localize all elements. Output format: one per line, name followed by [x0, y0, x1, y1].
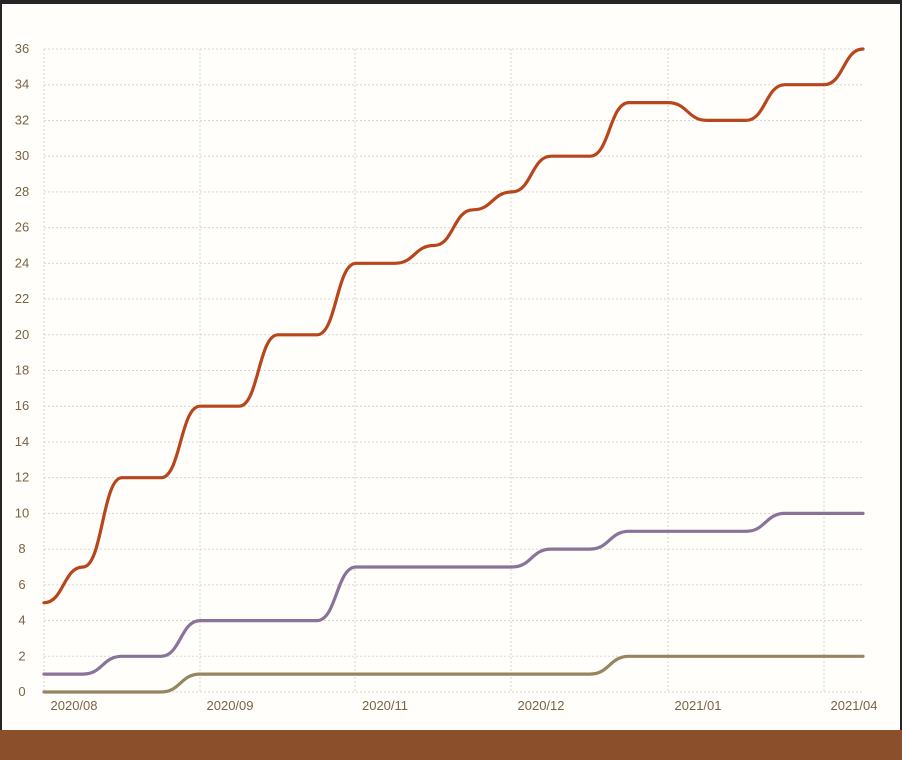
y-tick-label: 16	[15, 398, 29, 413]
x-tick-label: 2020/09	[207, 698, 254, 713]
y-tick-label: 36	[15, 41, 29, 56]
series-line-3	[42, 654, 865, 694]
y-tick-label: 34	[15, 77, 29, 92]
y-tick-label: 14	[15, 434, 29, 449]
x-axis-ticks: 2020/08 2020/09 2020/11 2020/12 2021/01 2021/…	[51, 698, 878, 713]
x-tick-label: 2020/08	[51, 698, 98, 713]
y-tick-label: 24	[15, 255, 29, 270]
x-tick-label: 2021/01	[675, 698, 722, 713]
series-line-2	[42, 511, 865, 676]
x-tick-label: 2021/04	[831, 698, 878, 713]
y-tick-label: 18	[15, 363, 29, 378]
x-tick-label: 2020/11	[362, 698, 408, 713]
x-tick-label: 2020/12	[518, 698, 565, 713]
y-tick-label: 0	[18, 684, 25, 699]
y-tick-label: 28	[15, 184, 29, 199]
y-tick-label: 26	[15, 220, 29, 235]
chart-panel: 0 2 4 6 8 10 12 14 16 18 20 22 24 26 28 30 32 34 36 2020/0…	[2, 4, 900, 730]
y-tick-label: 4	[18, 613, 25, 628]
y-tick-label: 20	[15, 327, 29, 342]
y-tick-label: 2	[18, 648, 25, 663]
footer-bar	[0, 730, 902, 760]
series-lines	[42, 47, 865, 694]
y-tick-label: 6	[18, 577, 25, 592]
y-tick-label: 12	[15, 470, 29, 485]
grid	[43, 48, 863, 693]
y-tick-label: 8	[18, 541, 25, 556]
series-line-1	[42, 47, 865, 605]
y-tick-label: 10	[15, 505, 29, 520]
y-tick-label: 32	[15, 112, 29, 127]
y-tick-label: 22	[15, 291, 29, 306]
y-tick-label: 30	[15, 148, 29, 163]
